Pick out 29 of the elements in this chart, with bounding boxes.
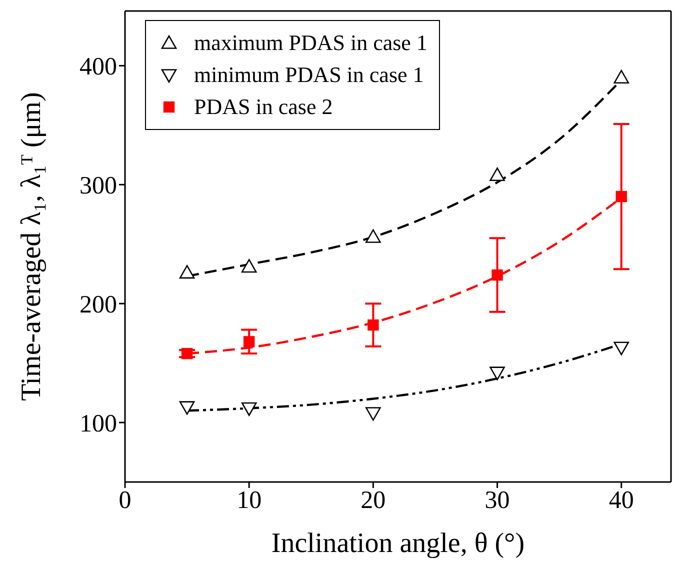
y-tick-label: 400 [80, 54, 117, 81]
y-tick-label: 100 [80, 410, 117, 438]
x-tick-label: 10 [236, 486, 262, 514]
point [181, 348, 193, 360]
x-axis-title: Inclination angle, θ (°) [271, 528, 525, 559]
legend-label: maximum PDAS in case 1 [194, 30, 428, 56]
y-tick-label: 300 [80, 172, 117, 200]
point [241, 402, 257, 416]
x-tick-label: 0 [118, 486, 132, 514]
legend-label: minimum PDAS in case 1 [194, 62, 424, 88]
x-tick-label: 30 [484, 486, 510, 514]
x-tick-label: 40 [608, 486, 634, 514]
point [366, 229, 381, 243]
point [492, 269, 503, 281]
point [243, 336, 255, 348]
point [614, 70, 630, 84]
point [366, 407, 381, 421]
point [241, 259, 257, 273]
point [179, 265, 195, 279]
y-tick-label: 200 [80, 291, 117, 318]
legend-label: PDAS in case 2 [194, 94, 333, 120]
point [368, 319, 379, 331]
x-tick-label: 20 [360, 486, 386, 514]
point [179, 401, 195, 415]
point [614, 342, 630, 356]
point [490, 167, 505, 182]
point [490, 366, 505, 380]
point [616, 190, 627, 202]
y-axis-title: Time-averaged λ₁, λ₁ᵀ (μm) [16, 92, 47, 401]
